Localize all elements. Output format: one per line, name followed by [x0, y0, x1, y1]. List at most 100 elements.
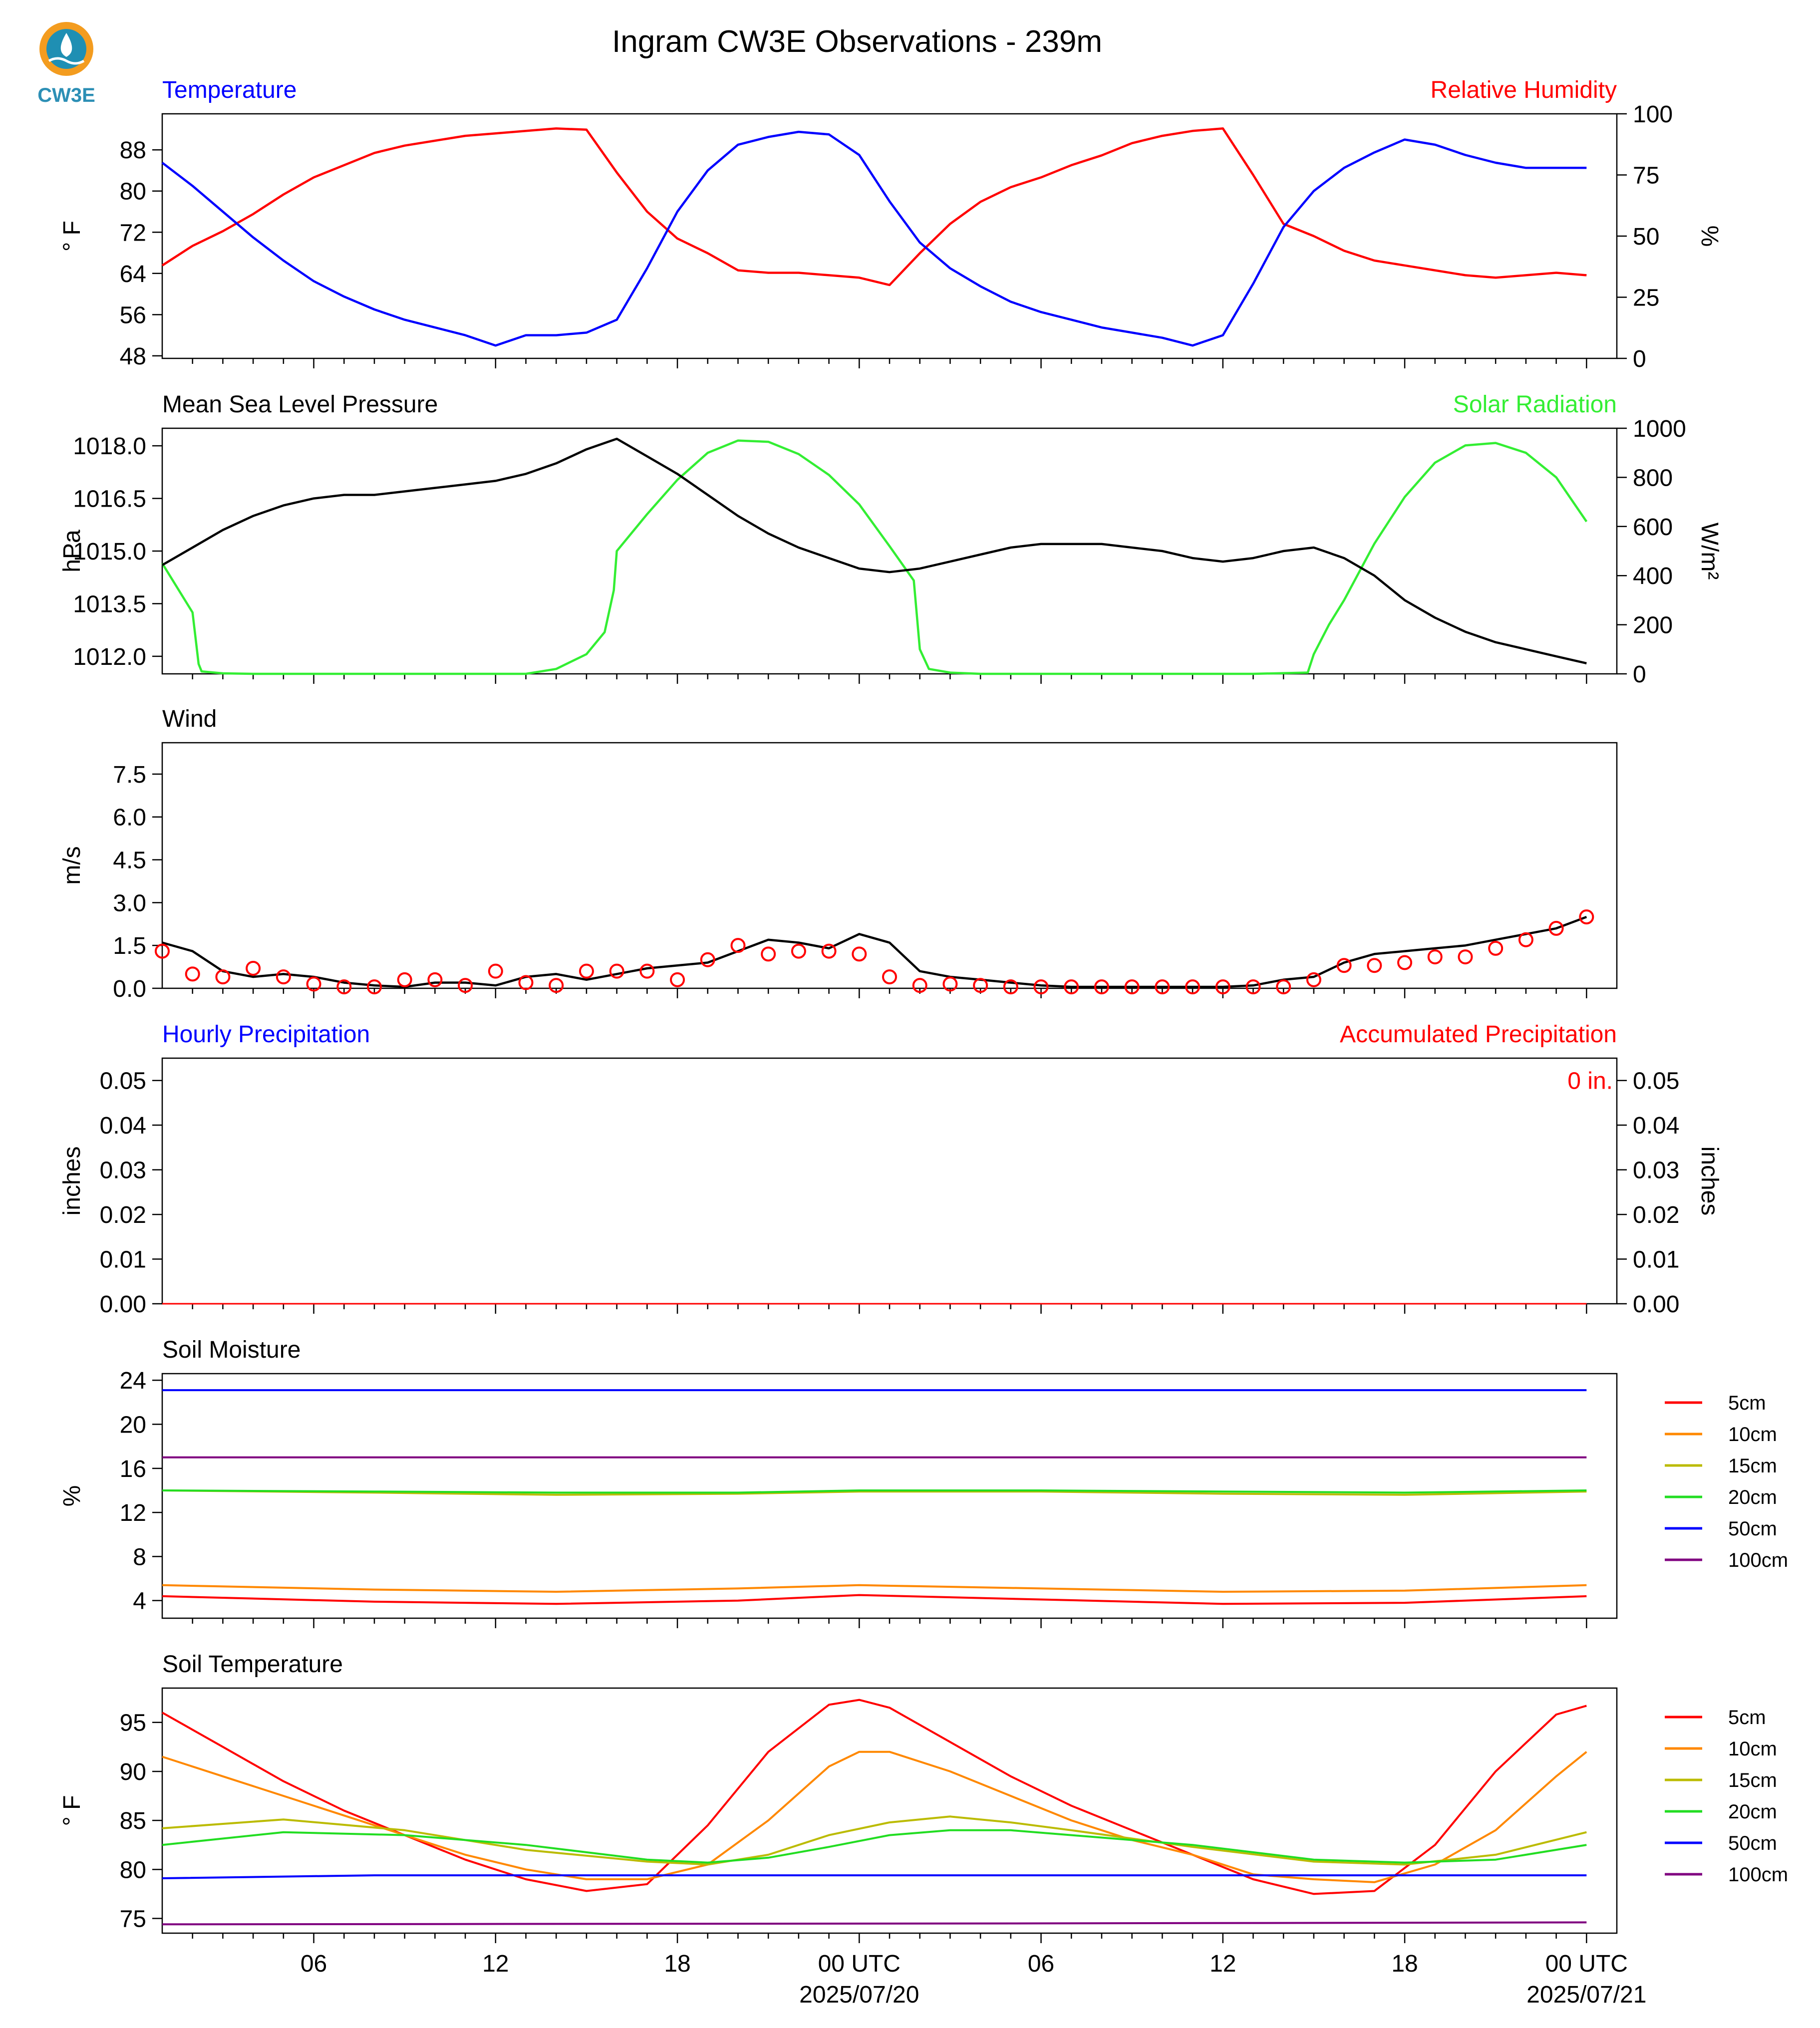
pressure_solar-title: Mean Sea Level Pressure: [162, 391, 438, 418]
precip-ytick-label: 0.04: [100, 1113, 146, 1139]
gust-marker: [1458, 949, 1473, 965]
temp_rh-rtick-label: 75: [1633, 163, 1659, 189]
temp_rh-right-title: Relative Humidity: [1431, 77, 1617, 103]
temp_rh-rtick-label: 100: [1633, 101, 1673, 128]
temp_rh-ylabel: ° F: [59, 221, 85, 252]
humidity-line: [161, 127, 1587, 287]
gust-marker: [761, 946, 776, 962]
pressure_solar-ytick-label: 1012.0: [73, 644, 146, 670]
soil_temp-legend-label: 5cm: [1728, 1707, 1766, 1729]
logo-text: CW3E: [37, 84, 95, 106]
gust-marker: [912, 978, 927, 993]
temp_rh-ytick-label: 72: [120, 220, 146, 246]
wind-ytick-label: 6.0: [113, 805, 146, 831]
gust-marker: [155, 943, 170, 959]
time-date-label: 2025/07/20: [799, 1982, 919, 2008]
pressure_solar-ytick-label: 1015.0: [73, 539, 146, 565]
gust-marker: [549, 978, 564, 993]
time-tick-label: 12: [482, 1951, 509, 1977]
soil_moisture-ytick-label: 20: [120, 1412, 146, 1439]
temp_rh-ytick-label: 56: [120, 302, 146, 328]
soil_temp-legend-label: 15cm: [1728, 1769, 1777, 1791]
soil_temp-ylabel: ° F: [59, 1795, 85, 1826]
soil-moisture-15cm-line: [162, 1489, 1587, 1496]
soil_moisture-ytick-label: 8: [133, 1544, 146, 1570]
gust-marker: [1427, 949, 1443, 965]
soil_temp-frame: [161, 1687, 1618, 1934]
gust-marker: [1488, 940, 1504, 956]
logo-droplet-icon: [60, 33, 72, 57]
gust-marker: [215, 969, 231, 985]
gust-marker: [276, 969, 291, 985]
gust-marker: [1518, 932, 1533, 947]
pressure_solar-rtick-label: 200: [1633, 612, 1673, 639]
precip-frame: [161, 1057, 1618, 1305]
precip-rtick-label: 0.04: [1633, 1113, 1679, 1139]
gust-marker: [1306, 972, 1321, 987]
precip-rtick-label: 0.00: [1633, 1291, 1679, 1318]
gust-marker: [1155, 979, 1170, 995]
precip-ytick-label: 0.01: [100, 1247, 146, 1273]
gust-marker: [1397, 955, 1413, 970]
soil-moisture-5cm-line: [162, 1594, 1587, 1605]
soil-moisture-10cm-line: [162, 1584, 1587, 1593]
gust-marker: [1579, 909, 1594, 924]
precip-right-title: Accumulated Precipitation: [1340, 1021, 1617, 1048]
time-tick-label: 12: [1210, 1951, 1236, 1977]
temperature-line: [161, 130, 1587, 347]
time-tick-label: 18: [1391, 1951, 1418, 1977]
precip-rtick-label: 0.01: [1633, 1247, 1679, 1273]
precip-rtick-label: 0.02: [1633, 1202, 1679, 1228]
soil_moisture-legend-label: 15cm: [1728, 1455, 1777, 1477]
pressure_solar-rlabel: W/m²: [1696, 523, 1723, 580]
pressure_solar-frame: [161, 427, 1618, 675]
soil_temp-legend-label: 100cm: [1728, 1864, 1788, 1886]
soil_moisture-legend-label: 20cm: [1728, 1486, 1777, 1508]
temp_rh-rlabel: %: [1696, 226, 1723, 247]
soil_temp-legend-label: 50cm: [1728, 1832, 1777, 1854]
temp_rh-rtick-label: 50: [1633, 224, 1659, 250]
soil_moisture-legend-label: 5cm: [1728, 1392, 1766, 1414]
gust-marker: [791, 943, 806, 959]
precip-ytick-label: 0.02: [100, 1202, 146, 1228]
time-tick-label: 06: [301, 1951, 327, 1977]
gust-marker: [1033, 979, 1049, 995]
soil-temp-15cm-line: [162, 1815, 1587, 1866]
soil_moisture-ytick-label: 16: [120, 1456, 146, 1482]
gust-marker: [306, 976, 321, 992]
gust-marker: [427, 972, 443, 987]
pressure_solar-rtick-label: 800: [1633, 465, 1673, 491]
soil-temp-20cm-line: [162, 1829, 1587, 1864]
soil_temp-title: Soil Temperature: [162, 1651, 343, 1678]
soil_temp-ytick-label: 80: [120, 1857, 146, 1883]
gust-marker: [1367, 958, 1382, 973]
soil_moisture-legend-label: 10cm: [1728, 1424, 1777, 1446]
temp_rh-ytick-label: 80: [120, 179, 146, 205]
figure-title: Ingram CW3E Observations - 239m: [612, 24, 1102, 59]
temp_rh-ytick-label: 88: [120, 137, 146, 164]
gust-marker: [1336, 958, 1352, 973]
precip-rlabel: inches: [1696, 1147, 1723, 1216]
gust-marker: [1064, 979, 1079, 995]
soil-temp-50cm-line: [162, 1874, 1587, 1879]
pressure_solar-right-title: Solar Radiation: [1453, 391, 1617, 418]
time-tick-label: 00 UTC: [1545, 1951, 1628, 1977]
pressure_solar-rtick-label: 1000: [1633, 416, 1686, 442]
gust-marker: [852, 946, 867, 962]
gust-marker: [458, 978, 473, 993]
soil_moisture-legend-label: 50cm: [1728, 1518, 1777, 1540]
gust-marker: [1215, 979, 1230, 995]
soil_temp-legend-label: 10cm: [1728, 1738, 1777, 1760]
pressure_solar-rtick-label: 400: [1633, 563, 1673, 589]
gust-marker: [1245, 979, 1261, 995]
soil_temp-ytick-label: 75: [120, 1906, 146, 1933]
gust-marker: [1124, 979, 1140, 995]
gust-marker: [730, 938, 746, 953]
precip-ytick-label: 0.05: [100, 1068, 146, 1095]
pressure_solar-rtick-label: 600: [1633, 514, 1673, 541]
pressure_solar-rtick-label: 0: [1633, 661, 1646, 688]
time-tick-label: 06: [1028, 1951, 1054, 1977]
soil_moisture-frame: [161, 1373, 1618, 1619]
soil_temp-ytick-label: 95: [120, 1710, 146, 1737]
gust-marker: [639, 963, 655, 979]
